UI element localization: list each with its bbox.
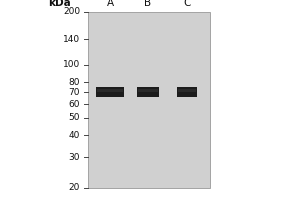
Bar: [97, 89, 123, 92]
Text: 100: 100: [63, 60, 80, 69]
Text: 20: 20: [69, 184, 80, 192]
Bar: [88, 12, 210, 188]
Text: 70: 70: [68, 88, 80, 97]
Text: C: C: [183, 0, 191, 8]
Bar: [96, 87, 124, 97]
Text: B: B: [144, 0, 152, 8]
Text: 140: 140: [63, 35, 80, 44]
Bar: [137, 87, 159, 97]
Text: 40: 40: [69, 131, 80, 140]
Text: 200: 200: [63, 7, 80, 17]
Bar: [177, 87, 197, 97]
Bar: [138, 89, 158, 92]
Text: A: A: [106, 0, 114, 8]
Text: 50: 50: [68, 113, 80, 122]
Text: 30: 30: [68, 153, 80, 162]
Text: kDa: kDa: [48, 0, 71, 8]
Bar: [178, 89, 196, 92]
Text: 60: 60: [68, 100, 80, 109]
Text: 80: 80: [68, 78, 80, 87]
